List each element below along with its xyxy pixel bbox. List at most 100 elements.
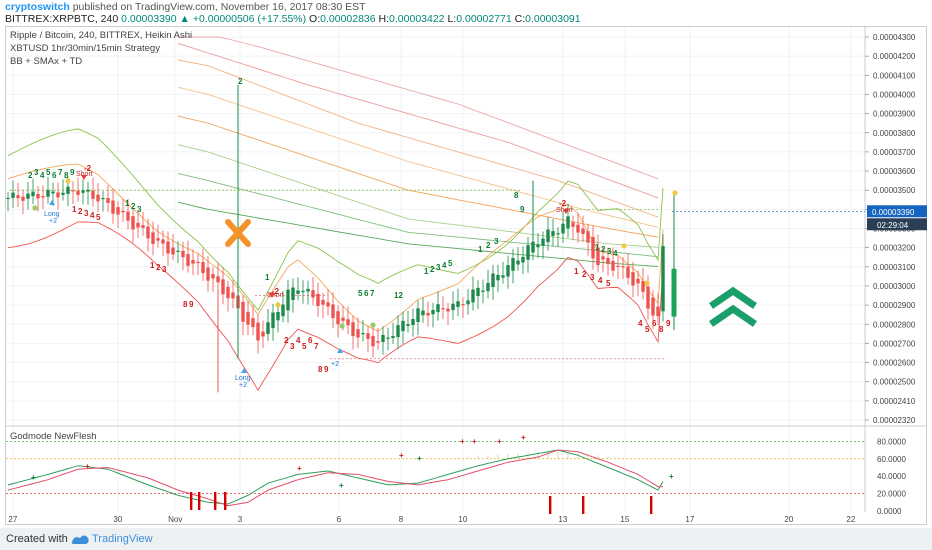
- indicator-legend[interactable]: BB + SMAx + TD: [10, 56, 83, 67]
- cross-marker: +: [399, 451, 404, 460]
- candle-body: [136, 222, 140, 228]
- oscillator-panel: 80.0000 60.0000 40.0000 20.0000 0.0000 + + + + + +…: [6, 433, 906, 516]
- td-count-label: 7: [370, 289, 375, 298]
- candle-body: [481, 290, 485, 292]
- price-axis: 0.00004300 0.00004200 0.00004100 0.00004000…: [672, 33, 927, 425]
- chart-frame[interactable]: [5, 26, 927, 525]
- candle-body: [426, 312, 430, 316]
- chart-grid: [6, 27, 926, 512]
- short-arrow-icon: [269, 293, 275, 298]
- candle-body: [226, 286, 230, 299]
- symbol-label: BITTREX:XRPBTC, 240: [5, 13, 119, 25]
- td-count-label: 2: [601, 245, 606, 254]
- heikin-ashi-candles: [6, 84, 677, 393]
- td-count-label: 7: [58, 168, 63, 177]
- tradingview-brand[interactable]: TradingView: [92, 533, 153, 545]
- cross-marker: +: [521, 433, 526, 442]
- candle-body: [651, 297, 655, 316]
- moving-average-ribbon: [7, 36, 665, 392]
- candle-body: [96, 194, 100, 202]
- candle-body: [356, 329, 360, 338]
- td-count-label: 5: [645, 325, 650, 334]
- candle-body: [341, 317, 345, 321]
- author-name[interactable]: cryptoswitch: [5, 1, 70, 13]
- publish-info: cryptoswitch published on TradingView.co…: [5, 1, 366, 13]
- candle-body: [396, 325, 400, 338]
- candle-body: [616, 265, 620, 267]
- td-count-label: 6: [308, 336, 313, 345]
- last-price: 0.00003390: [121, 13, 177, 25]
- td-count-label: 1: [478, 245, 483, 254]
- candle-body: [571, 222, 575, 227]
- td-count-label: 3: [590, 273, 595, 282]
- price-tick-label: 0.00004000: [873, 90, 916, 99]
- bollinger-middle-band: [7, 163, 664, 332]
- cross-marker: +: [31, 473, 36, 482]
- signal-dot: [275, 302, 281, 308]
- candle-body: [491, 273, 495, 288]
- price-tick-label: 0.00002410: [873, 397, 916, 406]
- signal-dot: [65, 178, 71, 184]
- candle-body: [241, 301, 245, 322]
- candle-body: [376, 341, 380, 343]
- created-with-text: Created with: [6, 533, 68, 545]
- price-tick-label: 0.00002320: [873, 416, 916, 425]
- candle-body: [601, 256, 605, 260]
- candle-body: [411, 319, 415, 326]
- td-count-label: 9: [520, 205, 525, 214]
- candle-body: [326, 302, 330, 307]
- candle-body: [501, 275, 505, 278]
- td-count-label: 4: [442, 261, 447, 270]
- candle-body: [156, 238, 160, 241]
- oversold-marker-bar: [224, 492, 227, 510]
- candle-body: [256, 322, 260, 341]
- long-arrow-icon: [241, 368, 247, 373]
- candle-body: [16, 195, 20, 199]
- bollinger-lower-band: [7, 221, 664, 392]
- td-count-label: 8: [659, 325, 664, 334]
- td-count-label: 6: [652, 319, 657, 328]
- candle-body: [186, 254, 190, 266]
- candle-body: [536, 244, 540, 248]
- candle-body: [561, 223, 565, 234]
- oscillator-legend[interactable]: Godmode NewFlesh: [10, 431, 97, 442]
- strategy-legend[interactable]: XBTUSD 1hr/30min/15min Strategy: [10, 43, 160, 54]
- candle-body: [366, 333, 370, 339]
- candle-body: [496, 274, 500, 281]
- oscillator-tick-label: 60.0000: [877, 455, 906, 464]
- td-count-label: 9: [666, 319, 671, 328]
- open-label: O:: [309, 13, 321, 25]
- moving-average-line: [177, 86, 659, 228]
- candle-body: [121, 210, 125, 213]
- price-tick-label: 0.00003500: [873, 186, 916, 195]
- price-tick-label: 0.00004100: [873, 71, 916, 80]
- td-count-label: 6: [52, 171, 57, 180]
- candle-body: [381, 334, 385, 342]
- candle-body: [81, 190, 85, 193]
- candle-body: [331, 304, 335, 319]
- candle-body: [31, 191, 35, 197]
- candle-body: [231, 292, 235, 299]
- time-tick-label: 22: [846, 515, 855, 524]
- candle-body: [596, 247, 600, 266]
- cross-marker: +: [85, 462, 90, 471]
- candle-body: [166, 241, 170, 254]
- td-count-label: 5: [358, 289, 363, 298]
- candle-body: [646, 286, 650, 309]
- td-count-label: 2: [486, 241, 491, 250]
- td-count-label: 2: [238, 77, 243, 86]
- td-count-label: 3: [137, 205, 142, 214]
- main-series-legend[interactable]: Ripple / Bitcoin, 240, BITTREX, Heikin A…: [10, 30, 193, 41]
- candle-body: [176, 250, 180, 252]
- double-chevron-up-icon: [709, 286, 757, 309]
- candle-body: [281, 304, 285, 317]
- moving-average-line: [177, 201, 659, 267]
- candle-body: [141, 225, 145, 228]
- candle-body: [6, 197, 10, 200]
- double-chevron-up-icon: [709, 304, 757, 327]
- oscillator-slow-line: [7, 449, 663, 507]
- candle-body: [371, 336, 375, 347]
- candle-body: [151, 232, 155, 244]
